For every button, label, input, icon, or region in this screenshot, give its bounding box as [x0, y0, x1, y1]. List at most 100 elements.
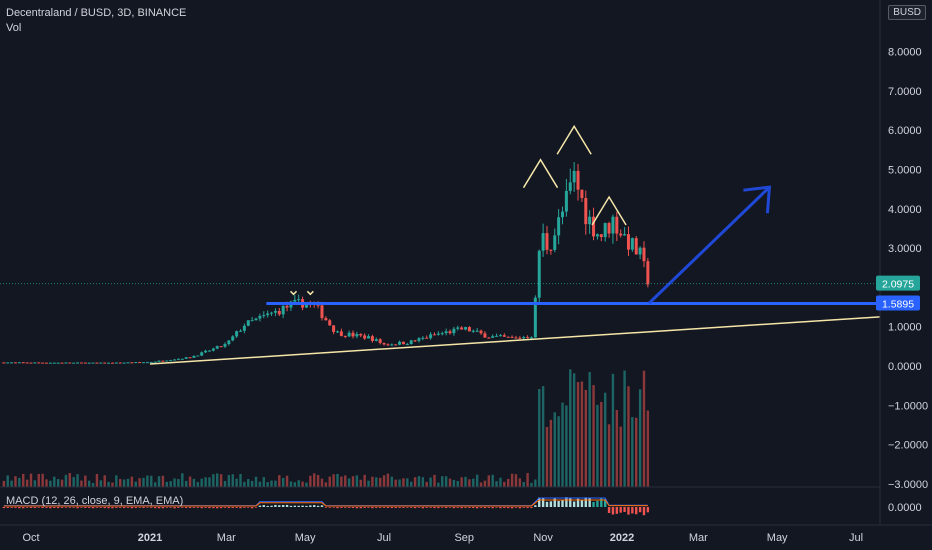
- candle: [549, 249, 553, 251]
- candle: [79, 362, 83, 364]
- candle: [328, 320, 332, 326]
- macd-histogram-bar: [344, 507, 347, 508]
- macd-histogram-bar: [363, 507, 366, 508]
- volume-bar: [84, 475, 87, 487]
- macd-histogram-bar: [514, 507, 518, 508]
- candle: [114, 362, 118, 364]
- volume-bar: [68, 473, 71, 487]
- macd-histogram-bar: [14, 507, 17, 508]
- macd-histogram-bar: [460, 507, 463, 509]
- volume-bar: [421, 477, 425, 487]
- macd-histogram-bar: [580, 499, 584, 507]
- volume-bar: [169, 481, 172, 487]
- volume-bar: [243, 481, 246, 487]
- macd-histogram-bar: [60, 507, 64, 508]
- peak-marker: [522, 158, 559, 189]
- candle: [184, 357, 188, 359]
- macd-histogram-bar: [80, 507, 83, 508]
- candle: [444, 331, 448, 334]
- candle: [142, 362, 146, 364]
- macd-histogram-bar: [122, 507, 126, 509]
- candle: [382, 342, 386, 345]
- volume-bar: [475, 474, 479, 487]
- volume-bar: [615, 409, 619, 487]
- volume-bar: [313, 473, 316, 487]
- volume-bar: [208, 477, 211, 487]
- volume-bar: [394, 479, 397, 487]
- macd-histogram-bar: [208, 507, 211, 509]
- candle: [273, 311, 277, 313]
- volume-bar: [514, 474, 518, 487]
- candle: [545, 233, 549, 250]
- volume-bar: [184, 480, 188, 487]
- macd-histogram-bar: [441, 507, 444, 508]
- volume-bar: [460, 477, 463, 487]
- currency-badge[interactable]: BUSD: [888, 5, 926, 20]
- macd-histogram-bar: [111, 507, 114, 509]
- volume-bar: [95, 473, 99, 487]
- volume-bar: [72, 477, 75, 487]
- macd-histogram-bar: [545, 501, 549, 507]
- macd-histogram-bar: [10, 507, 13, 508]
- volume-bar: [526, 473, 529, 487]
- candle: [33, 362, 37, 364]
- candle: [277, 311, 281, 315]
- macd-histogram-bar: [375, 507, 378, 508]
- volume-bar: [41, 473, 44, 487]
- volume-bar: [545, 426, 549, 487]
- volume-bar: [10, 480, 13, 487]
- volume-bar: [468, 479, 471, 487]
- macd-histogram-bar: [336, 507, 339, 509]
- macd-histogram-bar: [223, 507, 227, 508]
- volume-bar: [510, 473, 514, 487]
- macd-histogram-bar: [2, 507, 6, 509]
- candle: [561, 211, 565, 218]
- x-tick-label: Jul: [849, 532, 863, 544]
- candle: [297, 299, 301, 301]
- candle: [266, 313, 270, 316]
- macd-histogram-bar: [204, 507, 207, 508]
- macd-histogram-bar: [394, 507, 397, 509]
- candle: [258, 316, 262, 319]
- candle: [390, 344, 394, 346]
- macd-histogram-bar: [491, 507, 494, 509]
- macd-histogram-bar: [95, 507, 99, 508]
- volume-bar: [22, 473, 25, 487]
- macd-histogram-bar: [53, 507, 56, 508]
- candle: [254, 318, 258, 321]
- macd-histogram-bar: [576, 498, 580, 507]
- candle: [45, 362, 49, 364]
- volume-bar: [6, 475, 9, 487]
- volume-bar: [363, 474, 366, 487]
- volume-bar: [402, 478, 405, 487]
- macd-histogram-bar: [285, 504, 289, 507]
- candle: [211, 348, 215, 351]
- candle: [483, 333, 487, 338]
- volume-bar: [309, 475, 312, 487]
- volume-bar: [239, 474, 242, 487]
- volume-bar: [627, 386, 630, 487]
- macd-histogram-bar: [262, 505, 265, 507]
- macd-histogram-bar: [406, 507, 409, 508]
- volume-bar: [138, 478, 141, 487]
- last-price-badge-bg: [876, 275, 920, 291]
- candle: [626, 234, 630, 250]
- candle: [580, 189, 584, 198]
- candle: [367, 336, 371, 339]
- volume-bar: [165, 481, 168, 487]
- macd-histogram-bar: [538, 497, 541, 507]
- macd-histogram-bar: [6, 507, 9, 508]
- macd-histogram-bar: [161, 507, 165, 509]
- candle: [41, 362, 45, 364]
- volume-bar: [173, 478, 176, 487]
- candle: [436, 333, 440, 335]
- candle: [13, 362, 17, 364]
- macd-histogram-bar: [84, 507, 87, 508]
- macd-histogram-bar: [607, 507, 611, 513]
- x-tick-label: Jul: [377, 532, 391, 544]
- volume-bar: [472, 478, 475, 487]
- macd-histogram-bar: [433, 507, 436, 509]
- macd-layer: [0, 486, 880, 516]
